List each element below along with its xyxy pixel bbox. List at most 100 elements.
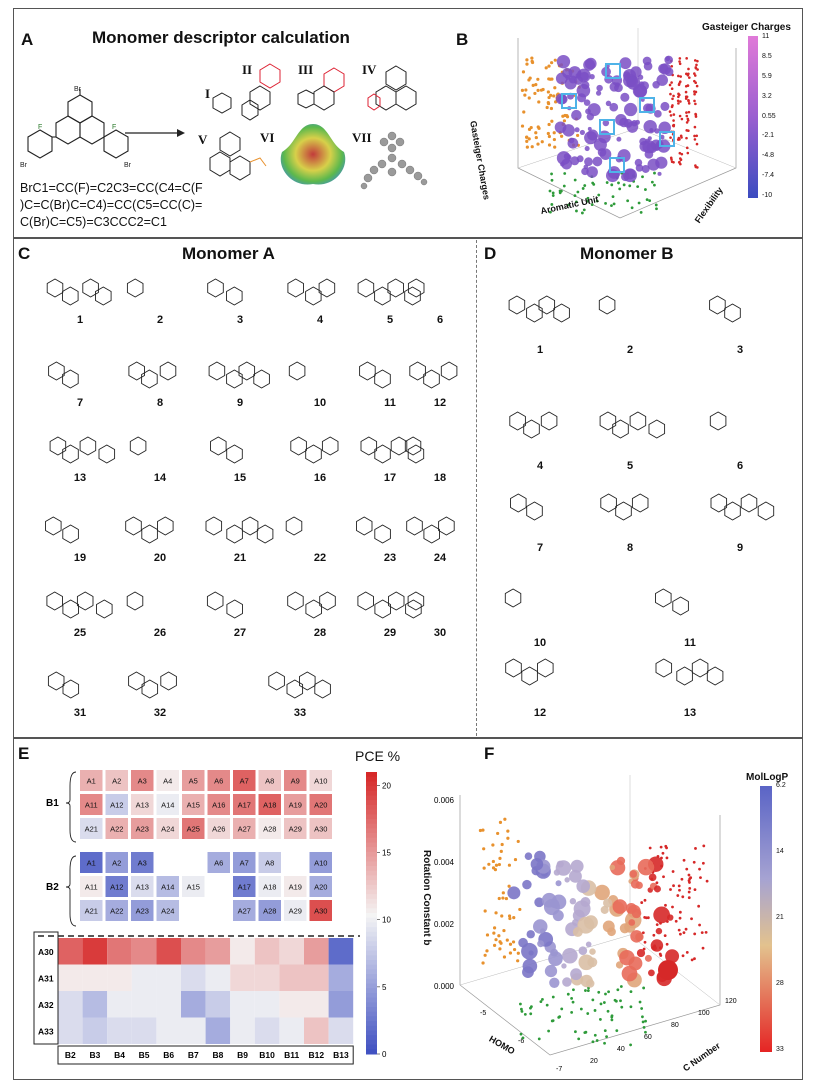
panel-b-point-orange xyxy=(525,139,529,143)
smiles-line-2: )C=C(Br)C=C4)=CC(C5=CC(C)= xyxy=(20,198,203,212)
panel-b-point-red xyxy=(685,146,689,150)
monomer-a-number: 17 xyxy=(383,472,397,484)
panel-b-point-green xyxy=(586,199,590,203)
panel-cd-frame xyxy=(13,238,803,738)
panel-b-point-green xyxy=(622,183,626,187)
panel-b-point-purple xyxy=(664,55,673,65)
panel-f-point-red xyxy=(698,867,701,871)
panel-b-point-purple xyxy=(619,117,629,128)
panel-f-point-orange xyxy=(494,911,498,915)
bottom-matrix-cell xyxy=(181,991,206,1018)
monomer-a-structure xyxy=(195,583,285,630)
panel-b-point-purple xyxy=(659,63,672,75)
panel-f-point-green xyxy=(529,1006,532,1010)
b2-cell-label: A24 xyxy=(161,907,174,916)
bottom-matrix-cell xyxy=(58,964,83,991)
panel-f-point-bubble xyxy=(648,873,657,882)
panel-b-point-red xyxy=(668,110,672,113)
panel-f-point-green xyxy=(586,1012,590,1015)
b2-cell xyxy=(207,852,230,873)
panel-b-point-red xyxy=(685,136,688,140)
panel-b-point-green xyxy=(558,191,562,195)
panel-f-point-green xyxy=(642,1025,646,1029)
panel-b-colorbar-tick: 5.9 xyxy=(762,72,772,80)
panel-b-point-orange xyxy=(544,66,548,70)
panel-f-point-red xyxy=(678,916,682,920)
b1-cell xyxy=(182,794,205,815)
b2-cell-label: A27 xyxy=(238,907,251,916)
b2-cell-label: A17 xyxy=(238,883,251,892)
panel-b-point-red xyxy=(693,99,696,103)
monomer-a-structure xyxy=(255,663,345,710)
b2-cell xyxy=(258,852,281,873)
panel-b-point-red xyxy=(693,92,696,96)
b2-cell-label: A13 xyxy=(136,883,149,892)
panel-f-point-orange xyxy=(513,857,518,862)
panel-b-point-purple xyxy=(563,153,571,160)
panel-b-point-purple xyxy=(584,146,590,152)
panel-f-point-red xyxy=(687,873,691,877)
panel-b-point-green xyxy=(550,172,553,176)
panel-f-point-orange xyxy=(501,896,505,900)
panel-f-z-tick: 0.000 xyxy=(434,982,455,991)
panel-f-point-orange xyxy=(504,896,509,901)
panel-b-point-orange xyxy=(546,101,550,105)
descriptor-vi-esp-surface xyxy=(278,122,348,197)
panel-b-point-orange xyxy=(547,122,551,127)
b2-cell xyxy=(284,876,307,897)
svg-text:Br: Br xyxy=(124,162,132,169)
panel-b-point-green xyxy=(563,172,567,175)
panel-f-point-orange xyxy=(481,828,485,832)
monomer-a-number: 32 xyxy=(153,707,167,719)
panel-b-point-green xyxy=(637,201,641,205)
monomer-a-structure xyxy=(345,353,435,400)
monomer-a-number: 29 xyxy=(383,627,397,639)
panel-f-point-red xyxy=(648,846,652,850)
monomer-a-number: 10 xyxy=(313,397,327,409)
monomer-a-structure xyxy=(395,583,485,630)
smiles-line-1: BrC1=CC(F)=C2C3=CC(C4=C(F xyxy=(20,181,203,195)
pce-colorbar-segment xyxy=(366,1007,377,1013)
pce-colorbar-segment xyxy=(366,908,377,914)
panel-b-point-purple xyxy=(619,57,632,70)
panel-f-point-red xyxy=(655,923,659,927)
bottom-matrix-cell xyxy=(205,1017,231,1044)
monomer-a-structure xyxy=(345,428,435,475)
descriptor-label-iv: IV xyxy=(362,62,377,77)
panel-f-point-green xyxy=(572,988,575,992)
b2-cell xyxy=(258,900,281,921)
b1-cell xyxy=(233,770,256,791)
descriptor-i-benzene xyxy=(212,92,232,119)
panel-b-point-orange xyxy=(552,131,556,135)
panel-b-point-purple xyxy=(647,158,660,171)
panel-f-point-orange xyxy=(496,831,500,836)
panel-b-point-purple xyxy=(587,103,601,117)
descriptor-iv-fragment xyxy=(366,64,426,119)
descriptor-ii-fragment xyxy=(240,62,290,122)
panel-b-point-orange xyxy=(525,58,529,62)
bottom-matrix-col-label: B6 xyxy=(163,1050,174,1060)
panel-f-point-red xyxy=(674,919,678,923)
panel-f-point-orange xyxy=(485,949,489,953)
b1-cell xyxy=(207,794,230,815)
panel-b-point-red xyxy=(693,90,696,93)
panel-f-point-green xyxy=(603,1029,607,1032)
b1-cell xyxy=(309,794,332,815)
b1-cell-label: A8 xyxy=(265,777,274,786)
panel-b-point-purple xyxy=(571,109,582,121)
pce-colorbar-segment xyxy=(366,988,377,994)
panel-f-point-orange xyxy=(518,907,522,912)
bottom-matrix-cell xyxy=(205,938,231,965)
panel-f-point-red xyxy=(685,950,689,954)
panel-a-source-molecule: Br Br Br F F xyxy=(20,85,140,175)
panel-b-point-green xyxy=(618,187,622,191)
panel-f-point-orange xyxy=(506,829,510,833)
monomer-a-structure xyxy=(115,583,205,630)
panel-b-point-green xyxy=(653,183,656,187)
panel-d-title: Monomer B xyxy=(580,244,674,263)
panel-f-point-orange xyxy=(508,916,512,921)
panel-f-point-red xyxy=(669,888,672,891)
panel-b-point-red xyxy=(677,136,681,140)
panel-b-point-green xyxy=(590,203,594,207)
panel-f-point-bubble xyxy=(549,977,560,988)
